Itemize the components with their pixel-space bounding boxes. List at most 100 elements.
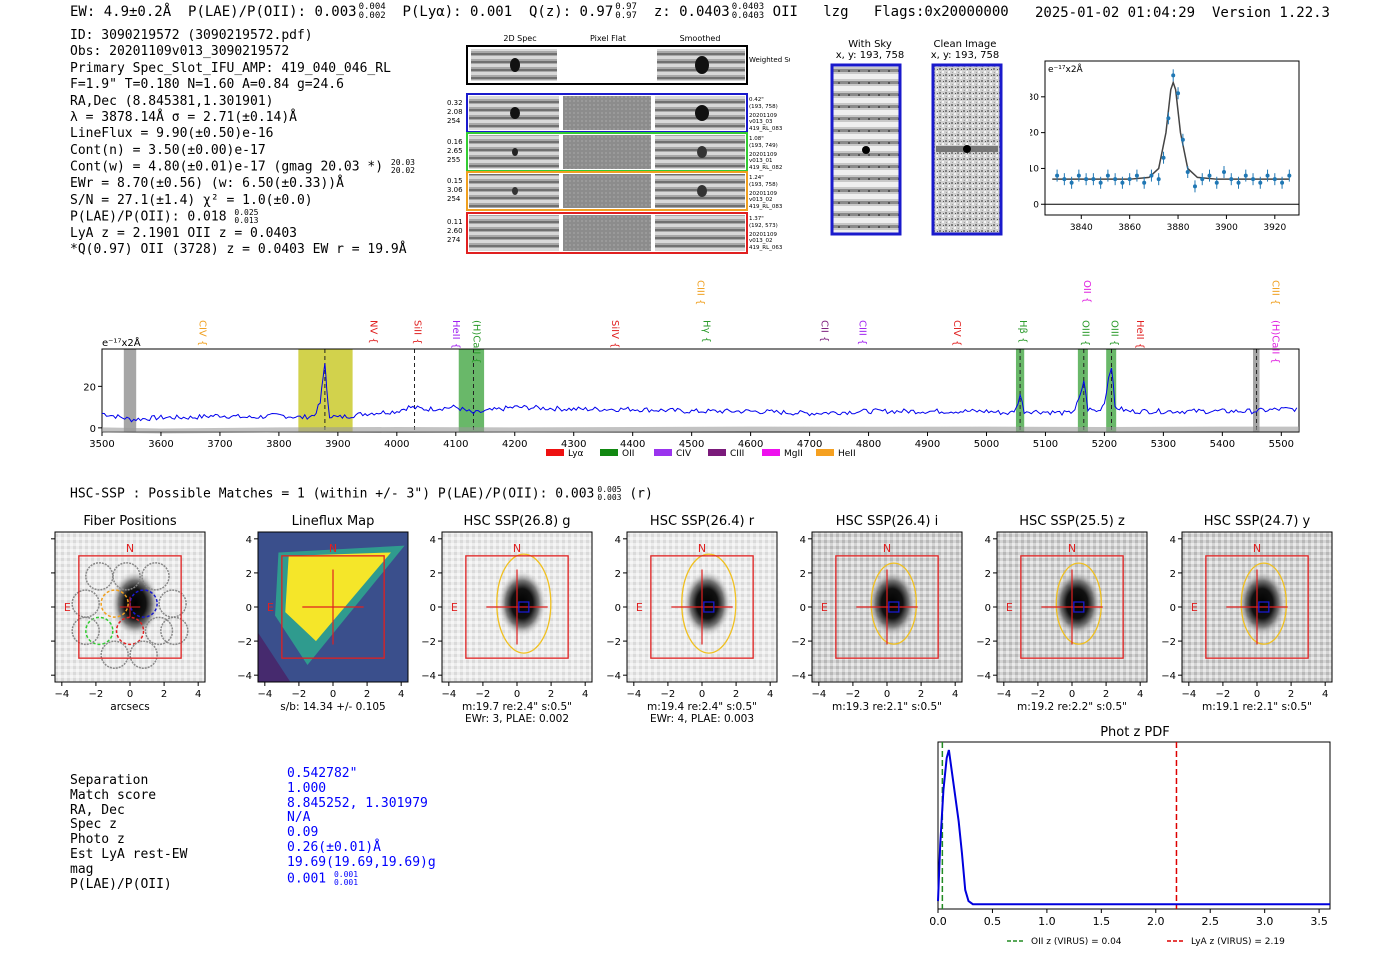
cutout-row-2: 0.16 2.65 255 1.08" (193, 749) 20201109 …: [447, 132, 782, 172]
header-plae-lo: 0.002: [358, 11, 386, 21]
hsc-x-tick-label: 2: [1103, 689, 1109, 700]
row-stat: 255: [447, 156, 460, 164]
hsc-y-tick-label: 0: [430, 603, 436, 614]
fiber-circle: [100, 589, 129, 618]
zoom-x-tick-label: 3920: [1263, 223, 1286, 233]
legend-swatch: [546, 449, 564, 456]
catalog-marker: [888, 601, 900, 613]
info-line: LineFlux = 9.90(±0.50)e-16: [70, 126, 274, 142]
zoom-data-point: [1105, 173, 1110, 178]
row-stat: 2.65: [447, 147, 463, 155]
match-row-label: Match score: [70, 787, 157, 803]
hsc-y-tick-label: −4: [1161, 671, 1176, 682]
hsc-x-tick-label: 0: [1069, 689, 1075, 700]
row-stat: 0.11: [447, 218, 463, 226]
zoom-y-tick-label: 20: [1030, 129, 1039, 139]
spectrum-line-label: (H)CaII {: [1269, 320, 1280, 364]
fiber-circle: [141, 562, 170, 591]
zoom-y-tick-label: 30: [1030, 93, 1039, 103]
match-row-value: 0.001 0.001 0.001: [287, 870, 436, 887]
hsc-x-tick-label: −2: [661, 689, 676, 700]
hsc-y-tick-label: 4: [246, 535, 252, 546]
zoom-data-point: [1185, 170, 1190, 175]
hsc-panel: HSC SSP(26.8) g N E −4 −4 −2 −2 0 0 2 2 4 4 m:19.7 re…: [421, 514, 593, 725]
spectrum-line-label: CIII {: [857, 320, 868, 345]
photz-legend-label: LyA z (VIRUS) = 2.19: [1191, 937, 1285, 947]
match-row-label: Spec z: [70, 817, 117, 833]
match-row-value: 0.542782": [287, 766, 358, 781]
spectrum-line-label: NV {: [367, 320, 378, 344]
hsc-x-tick-label: 4: [195, 689, 201, 700]
row-stat: 3.06: [447, 186, 463, 194]
search-box: [1205, 555, 1309, 659]
spectrum-x-tick-label: 5000: [974, 439, 999, 450]
spectrum-line-label: HeII {: [1134, 320, 1145, 349]
spectrum-y-tick-label: 0: [90, 424, 96, 435]
info-line: F=1.9" T=0.180 N=1.60 A=0.84 g=24.6: [70, 77, 344, 93]
east-label: E: [64, 601, 71, 614]
galaxy-blob: [111, 570, 160, 637]
spectrum-series: [101, 363, 1299, 434]
hsc-y-tick-label: 2: [985, 569, 991, 580]
info-plae-lo: 0.013: [234, 215, 259, 225]
photz-x-tick-label: 0.0: [929, 915, 947, 928]
zoom-data-point: [1222, 170, 1227, 175]
info-line: S/N = 27.1(±1.4) χ² = 1.0(±0.0): [70, 192, 313, 208]
info-line: ID: 3090219572 (3090219572.pdf): [70, 28, 313, 43]
header-plya: P(Lyα): 0.001: [402, 4, 513, 20]
spectrum-x-ticks: 3500 3600 3700 3800 3900 4000 4100 4200 4300 4400…: [89, 432, 1294, 450]
row-meta: (193, 758): [749, 104, 778, 110]
row-2dspec: [469, 215, 559, 251]
spectrum-flux: [101, 363, 1298, 423]
hsc-x-tick-label: −2: [846, 689, 861, 700]
zoom-data-point: [1236, 180, 1241, 185]
hsc-caption: m:19.4 re:2.4" s:0.5": [647, 701, 757, 713]
hsc-y-tick-label: 2: [1170, 569, 1176, 580]
photz-x-ticks: 0.0 0.5 1.0 1.5 2.0 2.5 3.0 3.5: [929, 909, 1328, 928]
zoom-data-point: [1258, 180, 1263, 185]
info-gmag-hi: 20.03: [390, 158, 415, 168]
photz-pdf-line: [937, 749, 1330, 906]
spectrum-x-tick-label: 4800: [856, 439, 881, 450]
row-smoothed-source: [697, 146, 707, 158]
hsc-y-tick-label: −2: [606, 637, 621, 648]
row-meta: 20201109: [749, 152, 777, 158]
col-title-2dspec: 2D Spec: [503, 34, 536, 43]
galaxy-blob: [1238, 570, 1287, 637]
spectrum-band: [1015, 349, 1025, 432]
spectrum-x-tick-label: 5100: [1033, 439, 1058, 450]
match-plae: 0.001: [287, 871, 327, 887]
search-box: [1020, 555, 1124, 659]
hsc-x-tick-label: −4: [1181, 689, 1196, 700]
spectrum-x-tick-label: 3900: [325, 439, 350, 450]
info-cont-w: Cont(w) = 4.80(±0.01)e-17 (gmag 20.03 *): [70, 159, 384, 175]
hsc-x-tick-label: 4: [582, 689, 588, 700]
zoom-data-point: [1265, 173, 1270, 178]
spectrum-line-label: SiIV {: [609, 320, 620, 348]
hsc-y-tick-label: −4: [421, 671, 436, 682]
cutout-row-4: 0.11 2.60 274 1.37" (192, 573) 20201109 …: [447, 212, 783, 254]
legend-label: MgII: [784, 449, 803, 459]
row-meta: 1.24": [749, 175, 764, 181]
header-datetime: 2025-01-02 01:04:29: [1034, 5, 1196, 21]
hsc-panel: HSC SSP(26.4) r N E −4 −4 −2 −2 0 0 2 2 4 4 m:19.4 re…: [606, 514, 778, 725]
hsc-x-tick-label: −2: [1031, 689, 1046, 700]
sky-panels-svg: With Sky x, y: 193, 758 Clean Image x, y…: [830, 39, 1003, 236]
aperture-ellipse: [1240, 562, 1287, 645]
photz-x-tick-label: 1.0: [1038, 915, 1056, 928]
fiber-circle: [115, 616, 145, 646]
spectrum-x-tick-label: 3500: [89, 439, 114, 450]
info-line: EWr = 8.70(±0.56) (w: 6.50(±0.33))Å: [70, 176, 344, 192]
hsc-y-tick-label: 4: [430, 535, 436, 546]
info-gmag-lo: 20.02: [390, 166, 415, 176]
legend-label: CIV: [676, 449, 692, 459]
zoom-data-point: [1127, 177, 1132, 182]
match-row-value: 8.845252, 1.301979: [287, 795, 428, 811]
hsc-header-text: HSC-SSP : Possible Matches = 1 (within +…: [70, 486, 595, 502]
photz-chart: Phot z PDF 0.0 0.5 1.0 1.5 2.0 2.5 3.0 3.5 OII …: [915, 720, 1345, 950]
detection-info: ID: 3090219572 (3090219572.pdf) Obs: 202…: [70, 28, 415, 259]
legend-swatch: [654, 449, 672, 456]
hsc-y-tick-label: 2: [430, 569, 436, 580]
hsc-x-tick-label: 0: [514, 689, 520, 700]
hsc-x-tick-label: −2: [292, 689, 307, 700]
